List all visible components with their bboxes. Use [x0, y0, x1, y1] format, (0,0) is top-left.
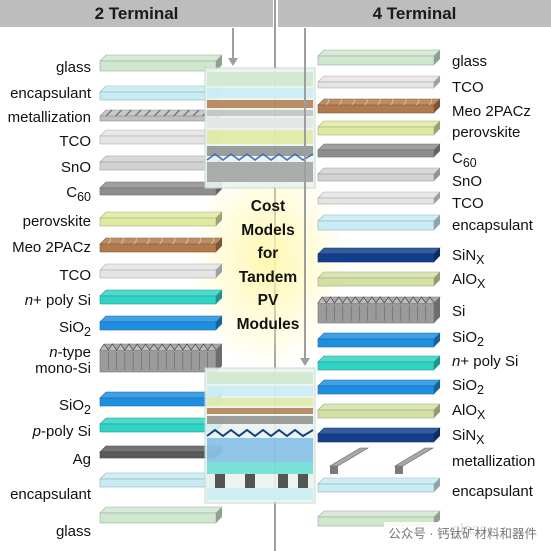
right-layer-label: AlOX — [452, 402, 486, 423]
center-title-line: for — [257, 245, 279, 262]
left-layer-13 — [99, 391, 223, 407]
left-layer-label: SiO2 — [59, 319, 91, 340]
left-layer-2 — [99, 85, 223, 101]
left-layer-label: encapsulant — [10, 486, 91, 503]
right-layer-label: TCO — [452, 195, 484, 212]
left-layer-8 — [99, 237, 223, 253]
left-layer-label: metallization — [7, 109, 91, 126]
right-layer-label: n+ poly Si — [452, 353, 519, 370]
right-layer-label: encapsulant — [452, 483, 533, 500]
left-layer-4 — [99, 129, 223, 145]
right-layer-2 — [317, 75, 441, 89]
center-title: Cost Models for Tandem PV Modules — [226, 195, 310, 336]
right-layer-label: SiNX — [452, 427, 485, 448]
left-layer-1 — [99, 54, 223, 72]
right-layer-9 — [317, 247, 441, 263]
right-layer-label: Si — [452, 303, 466, 320]
right-layer-label: SiO2 — [452, 329, 484, 350]
right-layer-label: glass — [452, 53, 488, 70]
right-layer-label: perovskite — [452, 124, 521, 141]
right-layer-12 — [317, 332, 441, 348]
center-title-line: Models — [241, 221, 295, 239]
right-layer-label: Meo 2PACz — [452, 103, 531, 120]
right-layer-6 — [317, 167, 441, 182]
right-layer-4 — [317, 120, 441, 136]
left-layer-17 — [99, 506, 223, 524]
right-layer-18 — [317, 477, 441, 493]
left-layer-label: encapsulant — [10, 85, 91, 102]
right-layer-7 — [317, 191, 441, 205]
right-layer-label: SiNX — [452, 247, 485, 268]
right-layer-label: C60 — [452, 150, 477, 171]
right-layer-label: TCO — [452, 79, 484, 96]
right-layer-14 — [317, 379, 441, 395]
left-layer-3 — [99, 109, 223, 122]
right-layer-1 — [317, 49, 441, 66]
left-layer-6 — [99, 181, 223, 196]
left-layer-15 — [99, 445, 223, 459]
left-layer-11 — [99, 315, 223, 331]
right-layer-label: SiO2 — [452, 377, 484, 398]
left-layer-label: Ag — [72, 451, 91, 468]
left-layer-12 — [99, 343, 223, 373]
right-layer-label: metallization — [452, 453, 536, 470]
left-layer-label: Meo 2PACz — [12, 239, 91, 256]
left-layer-label: SnO — [60, 159, 91, 176]
left-layer-label: perovskite — [22, 213, 91, 230]
header-2-terminal: 2 Terminal — [0, 0, 273, 27]
bottom-cross-section — [204, 367, 316, 504]
right-layer-label: encapsulant — [452, 217, 533, 234]
right-layer-label: AlOX — [452, 271, 486, 292]
header-4-terminal: 4 Terminal — [278, 0, 551, 27]
left-layer-label: C60 — [66, 184, 91, 205]
left-layer-label: n+ poly Si — [24, 292, 91, 309]
right-layer-11 — [317, 296, 441, 324]
left-layer-5 — [99, 155, 223, 171]
left-layer-9 — [99, 263, 223, 279]
left-layer-14 — [99, 417, 223, 433]
right-layer-13 — [317, 355, 441, 371]
left-layer-label: glass — [55, 59, 91, 76]
center-title-line: Tandem — [238, 268, 298, 286]
top-cross-section — [204, 67, 316, 189]
center-title-line: Cost — [250, 198, 286, 215]
right-layer-8 — [317, 214, 441, 231]
left-layer-7 — [99, 211, 223, 227]
right-layer-16 — [317, 427, 441, 443]
right-layer-5 — [317, 143, 441, 158]
left-layer-16 — [99, 472, 223, 488]
right-layer-15 — [317, 403, 441, 419]
left-layer-label: TCO — [59, 133, 91, 150]
right-layer-17 — [328, 447, 435, 474]
center-title-line: Modules — [236, 315, 300, 333]
left-layer-label: SiO2 — [59, 397, 91, 418]
right-layer-label: SnO — [452, 173, 483, 190]
title-glow — [188, 152, 348, 372]
watermark: 公众号 · 钙钛矿材料和器件 — [384, 522, 541, 543]
left-layer-label: n-type mono-Si — [35, 344, 91, 377]
right-layer-19 — [317, 510, 441, 527]
right-layer-3 — [317, 98, 441, 114]
center-title-line: PV — [257, 292, 279, 309]
right-layer-10 — [317, 271, 441, 287]
left-layer-label: TCO — [59, 267, 91, 284]
left-layer-label: glass — [55, 523, 91, 540]
left-layer-label: p-poly Si — [32, 423, 91, 440]
left-layer-10 — [99, 289, 223, 305]
